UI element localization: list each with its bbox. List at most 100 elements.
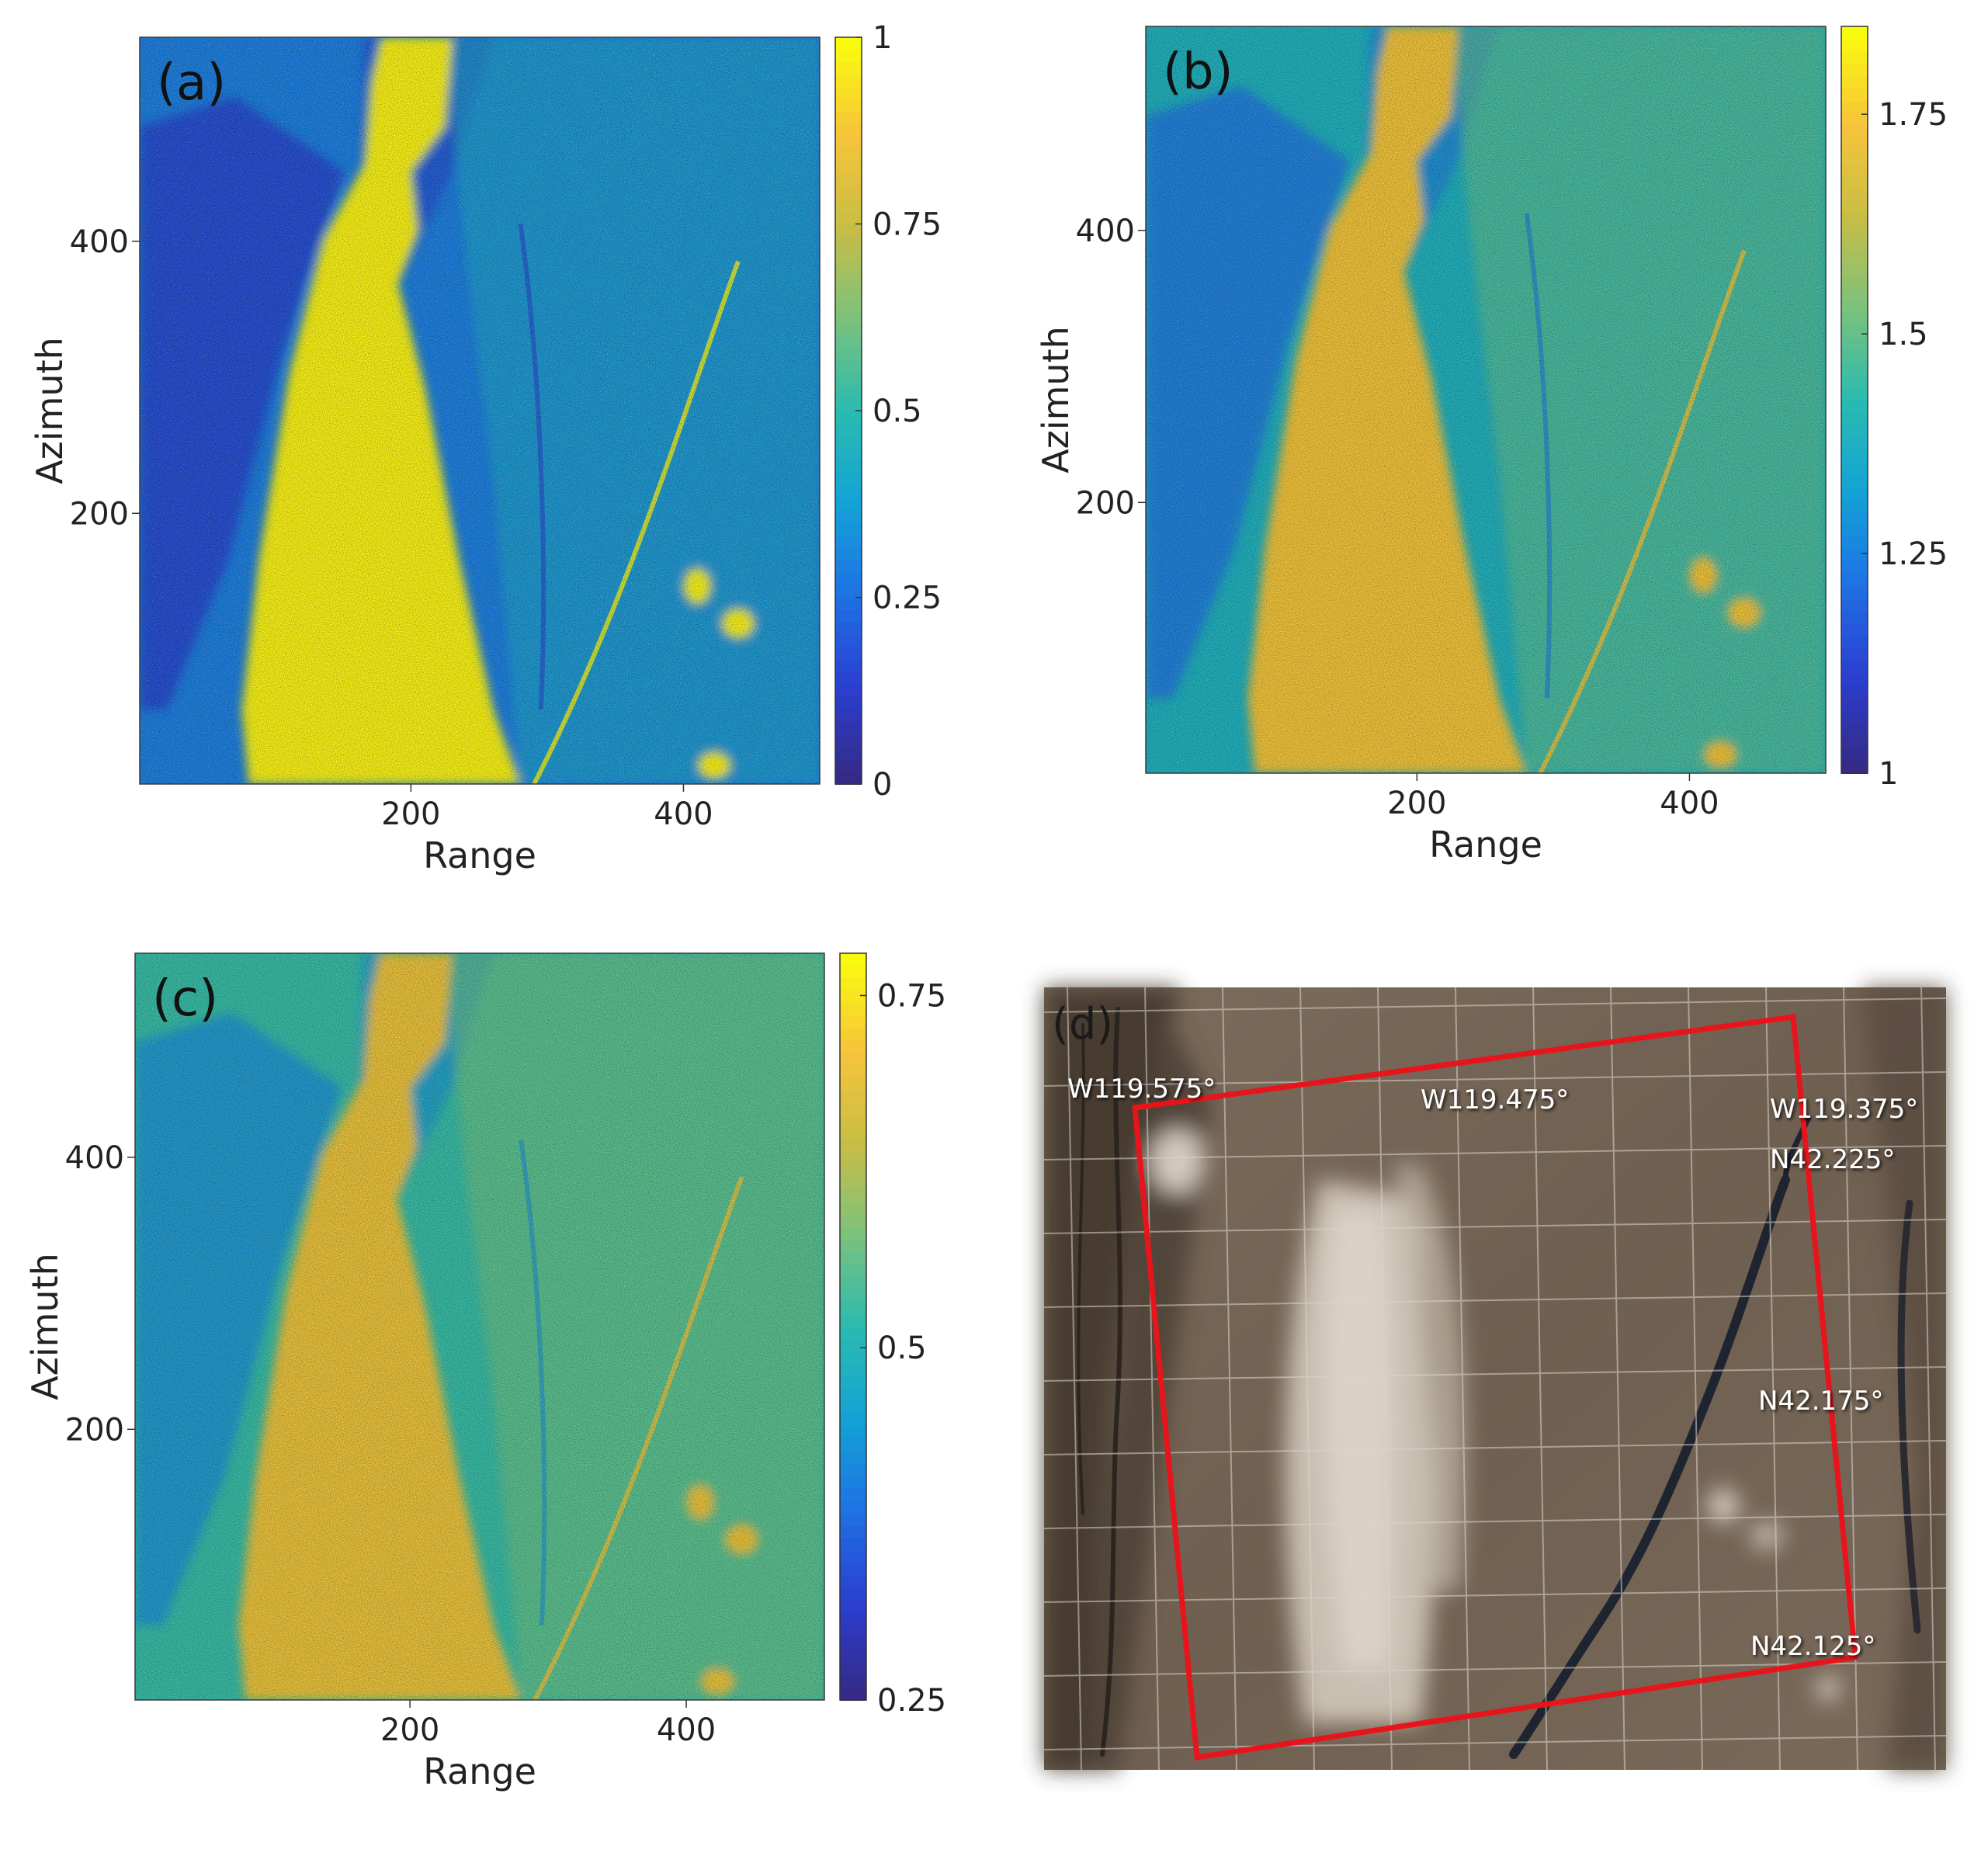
colorbar-swatch [835,671,862,685]
colorbar-swatch [1841,275,1868,289]
colorbar-swatch [1841,101,1868,115]
x-axis-label: Range [1429,824,1542,866]
colorbar-swatch [1841,449,1868,463]
map-coordinate-label: N42.175° [1758,1386,1883,1417]
colorbar-swatch [1841,188,1868,202]
colorbar-swatch [835,473,862,487]
colorbar-swatch [1841,337,1868,351]
colorbar-swatch [1841,710,1868,724]
map-gridline [1043,1587,1947,1603]
colorbar-swatch [1841,685,1868,699]
colorbar-swatch [840,1289,866,1303]
colorbar-swatch [840,1251,866,1265]
colorbar-swatch [1841,661,1868,675]
colorbar-swatch [835,535,862,549]
colorbar-swatch [1841,400,1868,414]
colorbar-swatch [840,1476,866,1490]
colorbar-swatch [840,966,866,980]
colorbar-swatch [1841,374,1868,388]
colorbar-swatch [840,1015,866,1029]
speckle-noise [140,37,820,784]
colorbar-swatch [835,224,862,238]
colorbar-swatch [840,1164,866,1178]
colorbar-swatch [840,1575,866,1589]
colorbar-swatch [835,360,862,374]
colorbar-swatch [1841,250,1868,264]
colorbar-swatch [835,137,862,151]
colorbar-swatch [1841,300,1868,314]
colorbar-swatch [835,435,862,449]
map-gridline [1067,987,1082,1771]
colorbar-tick-label: 0.75 [873,207,942,243]
x-axis-label: Range [423,834,536,876]
x-tick-label: 200 [380,1712,439,1748]
colorbar-swatch [1841,312,1868,326]
colorbar-tick-label: 0.25 [877,1683,946,1719]
colorbar-swatch [1841,673,1868,687]
map-panel: (d) W119.575° W119.475° W119.375° N42.225° N… [1043,987,1947,1771]
colorbar-swatch [1841,64,1868,78]
map-gridline [1610,987,1625,1771]
colorbar-swatch [835,310,862,324]
y-tick-label: 400 [70,224,129,260]
colorbar-swatch [1841,200,1868,214]
colorbar-swatch [840,1401,866,1415]
colorbar-swatch [1841,175,1868,189]
colorbar-swatch [835,572,862,586]
colorbar: 0 0.25 0.5 0.75 1 [834,20,942,803]
colorbar-swatch [840,1662,866,1676]
colorbar-swatch [840,1003,866,1017]
y-axis-label: Azimuth [29,337,71,484]
colorbar-swatch [835,485,862,499]
colorbar-swatch [1841,735,1868,749]
map-gridline [1043,1440,1947,1455]
y-axis-label: Azimuth [24,1253,66,1400]
colorbar-swatch [835,273,862,287]
colorbar-swatch [835,62,862,76]
colorbar-swatch [840,978,866,992]
colorbar-swatch [840,1625,866,1639]
colorbar-swatch [840,1600,866,1614]
heatmap-image [135,953,824,1700]
colorbar-swatch [840,1351,866,1365]
y-tick-label: 200 [70,496,129,532]
colorbar-swatch [1841,512,1868,526]
map-gridline [1043,1366,1947,1382]
colorbar-swatch [835,560,862,574]
colorbar: 0.25 0.5 0.75 [839,952,946,1719]
colorbar-swatch [840,1327,866,1341]
colorbar-swatch [1841,648,1868,662]
colorbar-swatch [1841,698,1868,712]
colorbar-swatch [1841,113,1868,127]
map-gridline [1043,1071,1947,1087]
map-coordinate-label: W119.375° [1770,1094,1918,1125]
colorbar-swatch [840,1226,866,1240]
x-tick-label: 400 [1660,786,1719,821]
colorbar-swatch [835,411,862,425]
colorbar-swatch [1841,213,1868,227]
colorbar-tick-label: 1.75 [1879,97,1948,133]
map-gridline [1455,987,1470,1771]
colorbar-swatch [840,1239,866,1253]
map-gridline [1377,987,1393,1771]
colorbar-swatch [1841,88,1868,102]
speckle-noise [135,953,824,1700]
colorbar-swatch [1841,636,1868,650]
heatmap-panel-c: 200 400 200 400 Range Azimuth (c) 0.25 0.5 0.75 [24,952,946,1792]
colorbar-swatch [1841,586,1868,600]
colorbar-swatch [840,1115,866,1129]
colorbar-tick-label: 1.25 [1879,536,1948,572]
colorbar-swatch [840,1028,866,1042]
colorbar-swatch [840,1102,866,1116]
colorbar-swatch [1841,225,1868,239]
colorbar-swatch [835,448,862,462]
colorbar-swatch [835,199,862,213]
x-axis-label: Range [423,1750,536,1792]
colorbar-swatch [840,1339,866,1353]
colorbar-swatch [835,348,862,362]
map-gridline [1688,987,1703,1771]
colorbar-swatch [840,1414,866,1428]
colorbar-swatch [1841,262,1868,276]
map-gridline [1299,987,1315,1771]
